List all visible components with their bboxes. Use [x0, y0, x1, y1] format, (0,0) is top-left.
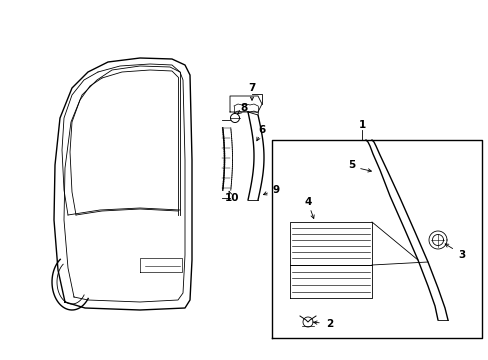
Text: 6: 6 — [258, 125, 265, 135]
Text: 4: 4 — [304, 197, 311, 207]
Text: 7: 7 — [248, 83, 255, 93]
Text: 8: 8 — [240, 103, 247, 113]
Text: 3: 3 — [457, 250, 465, 260]
Text: 1: 1 — [358, 120, 365, 130]
Text: 10: 10 — [224, 193, 239, 203]
Text: 2: 2 — [325, 319, 333, 329]
Text: 9: 9 — [272, 185, 279, 195]
Text: 5: 5 — [347, 160, 355, 170]
